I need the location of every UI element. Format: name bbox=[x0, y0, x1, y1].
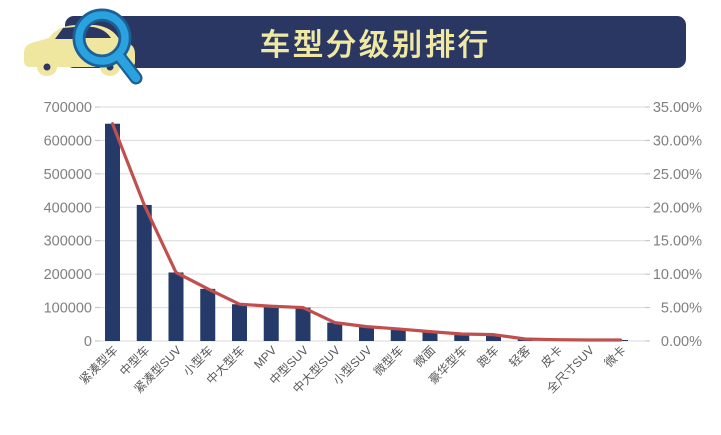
bar-中大型车 bbox=[232, 304, 247, 341]
car-side-window bbox=[80, 27, 111, 38]
right-axis-label: 10.00% bbox=[653, 267, 702, 283]
left-axis-label: 500000 bbox=[44, 167, 92, 183]
left-axis-label: 600000 bbox=[44, 133, 92, 149]
combo-chart: 700000 35.00% 600000 30.00% 500000 25.00% 4000… bbox=[44, 100, 702, 396]
page-title: 车型分级别排行 bbox=[260, 29, 491, 62]
magnifier-icon bbox=[72, 8, 143, 85]
right-axis-label: 0.00% bbox=[661, 334, 702, 350]
bar-中型SUV bbox=[295, 307, 311, 341]
car-hub-front bbox=[43, 63, 51, 71]
left-axis-label: 400000 bbox=[44, 200, 92, 216]
bar-紧凑型车 bbox=[105, 123, 120, 341]
left-axis-label: 300000 bbox=[44, 234, 92, 250]
magnifier-lens bbox=[75, 11, 129, 65]
right-axis-label: 30.00% bbox=[653, 133, 702, 149]
right-axis-label: 35.00% bbox=[653, 100, 702, 116]
bar-紧凑型SUV bbox=[168, 272, 184, 341]
right-axis-label: 5.00% bbox=[661, 301, 702, 317]
car-search-badge bbox=[24, 8, 143, 85]
bar-中型车 bbox=[136, 204, 152, 341]
bar-微面 bbox=[422, 331, 438, 341]
x-axis-label: 微面 bbox=[411, 343, 438, 370]
left-axis-label: 0 bbox=[84, 334, 92, 350]
x-axis-label: 轻客 bbox=[506, 343, 534, 371]
right-axis-label: 25.00% bbox=[653, 167, 702, 183]
left-axis-label: 700000 bbox=[44, 100, 92, 116]
bar-豪华型车 bbox=[454, 333, 470, 341]
magnifier-handle bbox=[114, 51, 141, 83]
x-axis-label: 皮卡 bbox=[538, 343, 565, 370]
title-bar: 车型分级别排行 bbox=[65, 16, 686, 68]
x-axis-label: 微卡 bbox=[602, 343, 629, 370]
bar-小型车 bbox=[200, 288, 216, 341]
bar-小型SUV bbox=[359, 326, 374, 341]
left-axis-label: 100000 bbox=[44, 301, 92, 317]
share-line bbox=[110, 122, 623, 342]
car-windshield bbox=[55, 27, 75, 39]
x-axis-label: MPV bbox=[251, 343, 279, 371]
left-axis-label: 200000 bbox=[44, 267, 92, 283]
bar-微型车 bbox=[390, 328, 406, 341]
x-axis-label: 微型车 bbox=[370, 343, 406, 379]
x-axis-label: 紧凑型车 bbox=[76, 343, 121, 388]
bar-跑车 bbox=[486, 334, 501, 341]
right-axis-label: 20.00% bbox=[653, 200, 702, 216]
bar-中大型SUV bbox=[327, 322, 343, 341]
bar-MPV bbox=[263, 306, 279, 341]
right-axis-label: 15.00% bbox=[653, 234, 702, 250]
x-axis-label: 跑车 bbox=[474, 343, 502, 371]
